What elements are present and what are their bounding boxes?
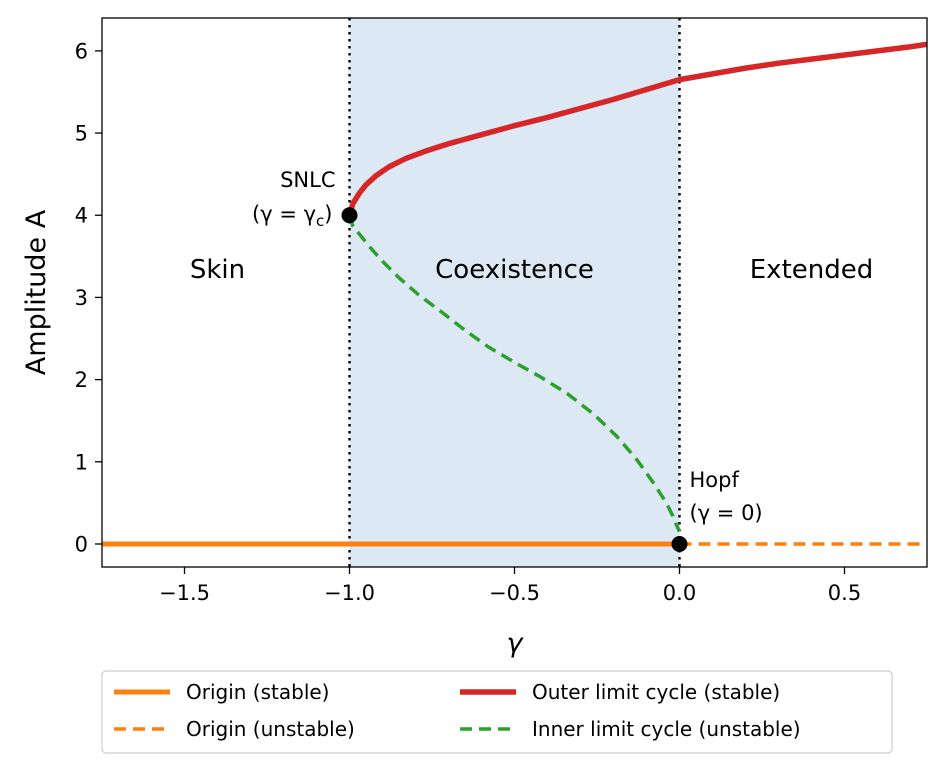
y-axis-title: Amplitude A [21, 209, 52, 375]
x-tick-label: −1.0 [324, 581, 375, 605]
x-tick-label: 0.5 [828, 581, 861, 605]
y-tick-label: 2 [75, 368, 88, 392]
snlc-condition-open: (γ = γ [252, 202, 316, 226]
snlc-condition-subscript: c [316, 212, 324, 230]
legend-label-origin-stable: Origin (stable) [186, 680, 330, 704]
vline-layer [348, 18, 681, 567]
y-tick-label: 6 [75, 39, 88, 63]
legend-label-origin-unstable: Origin (unstable) [186, 717, 355, 741]
point-layer [341, 207, 688, 552]
region-label-coexistence: Coexistence [435, 255, 594, 285]
x-tick-label: 0.0 [663, 581, 696, 605]
legend-box [101, 670, 893, 754]
snlc-annotation-title: SNLC [280, 168, 335, 192]
y-tick-label: 0 [75, 532, 88, 556]
y-tick-label: 4 [75, 204, 88, 228]
series-layer [102, 41, 928, 547]
snlc-condition-close: ) [324, 202, 332, 226]
hopf-annotation-title: Hopf [690, 468, 740, 492]
legend: Origin (stable) Origin (unstable) Outer … [101, 670, 893, 754]
y-tick-label: 1 [75, 450, 88, 474]
region-label-extended: Extended [750, 255, 874, 285]
y-tick-label: 3 [75, 286, 88, 310]
hopf-annotation-condition: (γ = 0) [690, 501, 763, 525]
coexistence-shade [349, 18, 680, 567]
legend-label-outer-limit-cycle: Outer limit cycle (stable) [532, 680, 780, 704]
series-line-inner-limit-cycle-unstable [347, 214, 682, 533]
point-snlc [341, 207, 358, 224]
legend-label-inner-limit-cycle: Inner limit cycle (unstable) [532, 717, 801, 741]
point-hopf [671, 535, 688, 552]
x-axis-title: γ [507, 628, 525, 659]
region-label-skin: Skin [190, 255, 245, 285]
snlc-annotation-condition: (γ = γc) [252, 202, 332, 230]
shaded-region-layer [349, 18, 680, 567]
y-tick-label: 5 [75, 122, 88, 146]
x-tick-label: −0.5 [489, 581, 540, 605]
tick-layer: −1.5 −1.0 −0.5 0.0 0.5 0 1 2 3 4 5 6 [75, 39, 862, 605]
x-tick-label: −1.5 [159, 581, 210, 605]
series-line-outer-limit-cycle-stable [346, 41, 928, 217]
